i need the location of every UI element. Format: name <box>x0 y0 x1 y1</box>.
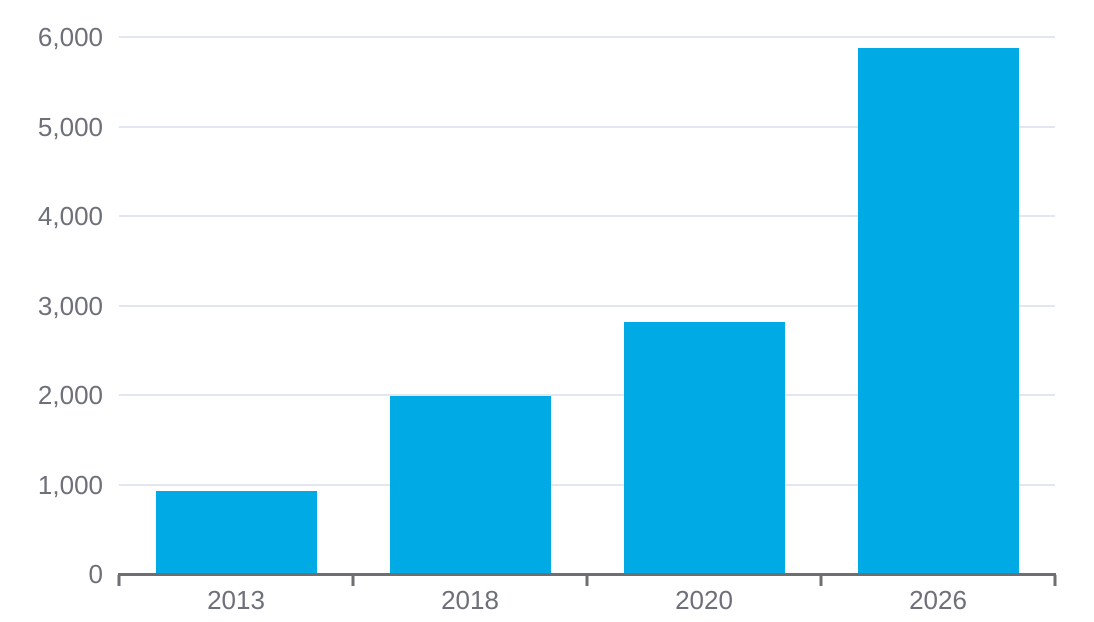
x-axis-line <box>118 573 1056 576</box>
y-axis-tick-label: 4,000 <box>37 201 103 231</box>
x-axis-tick <box>819 575 823 586</box>
x-axis-tick <box>585 575 589 586</box>
y-axis-tick-label: 0 <box>88 559 103 589</box>
x-axis-tick-label: 2020 <box>675 585 733 615</box>
y-axis-labels: 0 1,000 2,000 3,000 4,000 5,000 6,000 <box>0 0 103 622</box>
x-axis-tick-label: 2018 <box>441 585 499 615</box>
bar-2013[interactable] <box>155 490 317 574</box>
y-axis-tick-label: 6,000 <box>37 22 103 52</box>
y-axis-tick-label: 5,000 <box>37 111 103 142</box>
gridline <box>119 125 1055 128</box>
bar-2026[interactable] <box>857 47 1019 574</box>
x-axis-labels: 2013 2018 2020 2026 <box>119 586 1055 616</box>
x-axis-tick <box>1053 575 1057 586</box>
bar-2020[interactable] <box>623 321 785 574</box>
plot-area <box>117 36 1057 586</box>
gridline <box>119 483 1055 486</box>
y-axis-tick-label: 3,000 <box>37 290 103 321</box>
x-axis-tick-label: 2013 <box>207 585 265 615</box>
x-axis-tick <box>117 575 121 586</box>
gridline <box>119 215 1055 217</box>
gridline <box>119 36 1055 38</box>
x-axis-tick <box>351 575 355 586</box>
bar-2018[interactable] <box>389 395 551 574</box>
gridline <box>119 304 1055 307</box>
x-axis-tick-label: 2026 <box>909 585 967 615</box>
gridline <box>119 394 1055 396</box>
y-axis-tick-label: 1,000 <box>37 469 103 500</box>
y-axis-tick-label: 2,000 <box>37 380 103 410</box>
